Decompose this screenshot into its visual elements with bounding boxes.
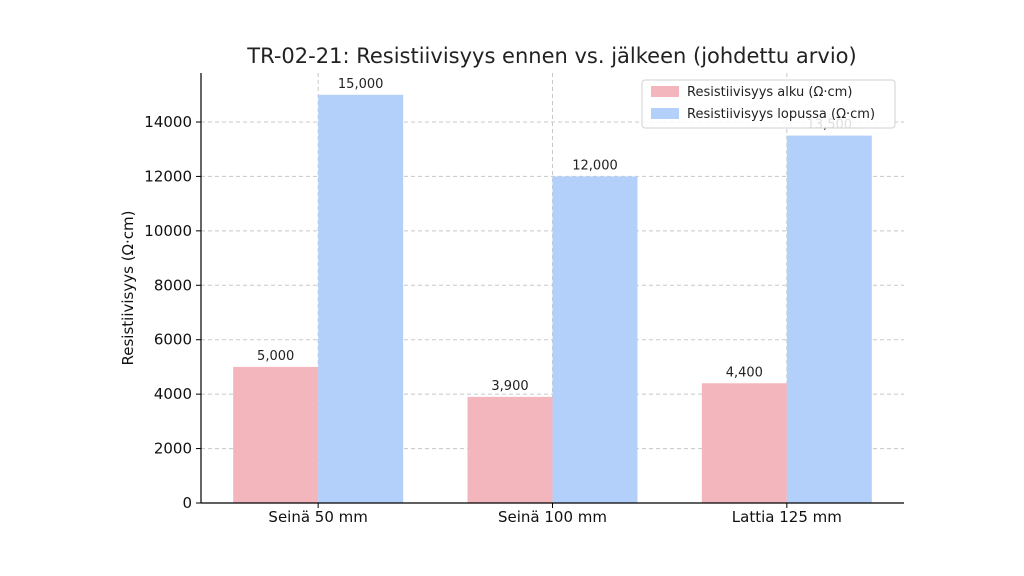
bars (233, 94, 872, 503)
bar-value-label: 15,000 (338, 77, 384, 92)
bar-value-label: 5,000 (257, 349, 294, 364)
bar-start-2 (701, 383, 787, 503)
bar-value-label: 12,000 (572, 158, 618, 173)
legend-box (641, 79, 896, 129)
legend-swatch (651, 86, 679, 97)
y-tick-label: 4000 (154, 385, 192, 403)
y-tick-label: 6000 (154, 331, 192, 349)
y-tick-label: 12000 (144, 167, 192, 185)
y-tick-label: 2000 (154, 440, 192, 458)
bar-end-0 (318, 94, 404, 503)
bar-end-2 (786, 135, 872, 503)
y-tick-label: 10000 (144, 222, 192, 240)
tick-labels: 0 2000 4000 6000 8000 10000 12000 14000 Seinä 50… (144, 113, 842, 526)
y-tick-label: 14000 (144, 113, 192, 131)
x-tick-label: Seinä 100 mm (498, 508, 607, 526)
legend-entry: Resistiivisyys alku (Ω·cm) (687, 85, 852, 100)
bar-value-label: 3,900 (491, 379, 528, 394)
x-tick-label: Lattia 125 mm (732, 508, 842, 526)
legend-swatch (651, 108, 679, 119)
y-tick-label: 0 (182, 494, 192, 512)
x-tick-label: Seinä 50 mm (268, 508, 367, 526)
y-axis-label: Resistiivisyys (Ω·cm) (119, 211, 137, 366)
y-tick-label: 8000 (154, 276, 192, 294)
bar-start-0 (233, 366, 319, 503)
chart-title: TR-02-21: Resistiivisyys ennen vs. jälke… (246, 44, 856, 68)
bar-start-1 (467, 396, 553, 503)
bar-value-label: 4,400 (726, 365, 763, 380)
bar-end-1 (552, 176, 638, 503)
legend-entry: Resistiivisyys lopussa (Ω·cm) (687, 107, 875, 122)
legend: Resistiivisyys alku (Ω·cm) Resistiivisyys… (641, 79, 896, 129)
